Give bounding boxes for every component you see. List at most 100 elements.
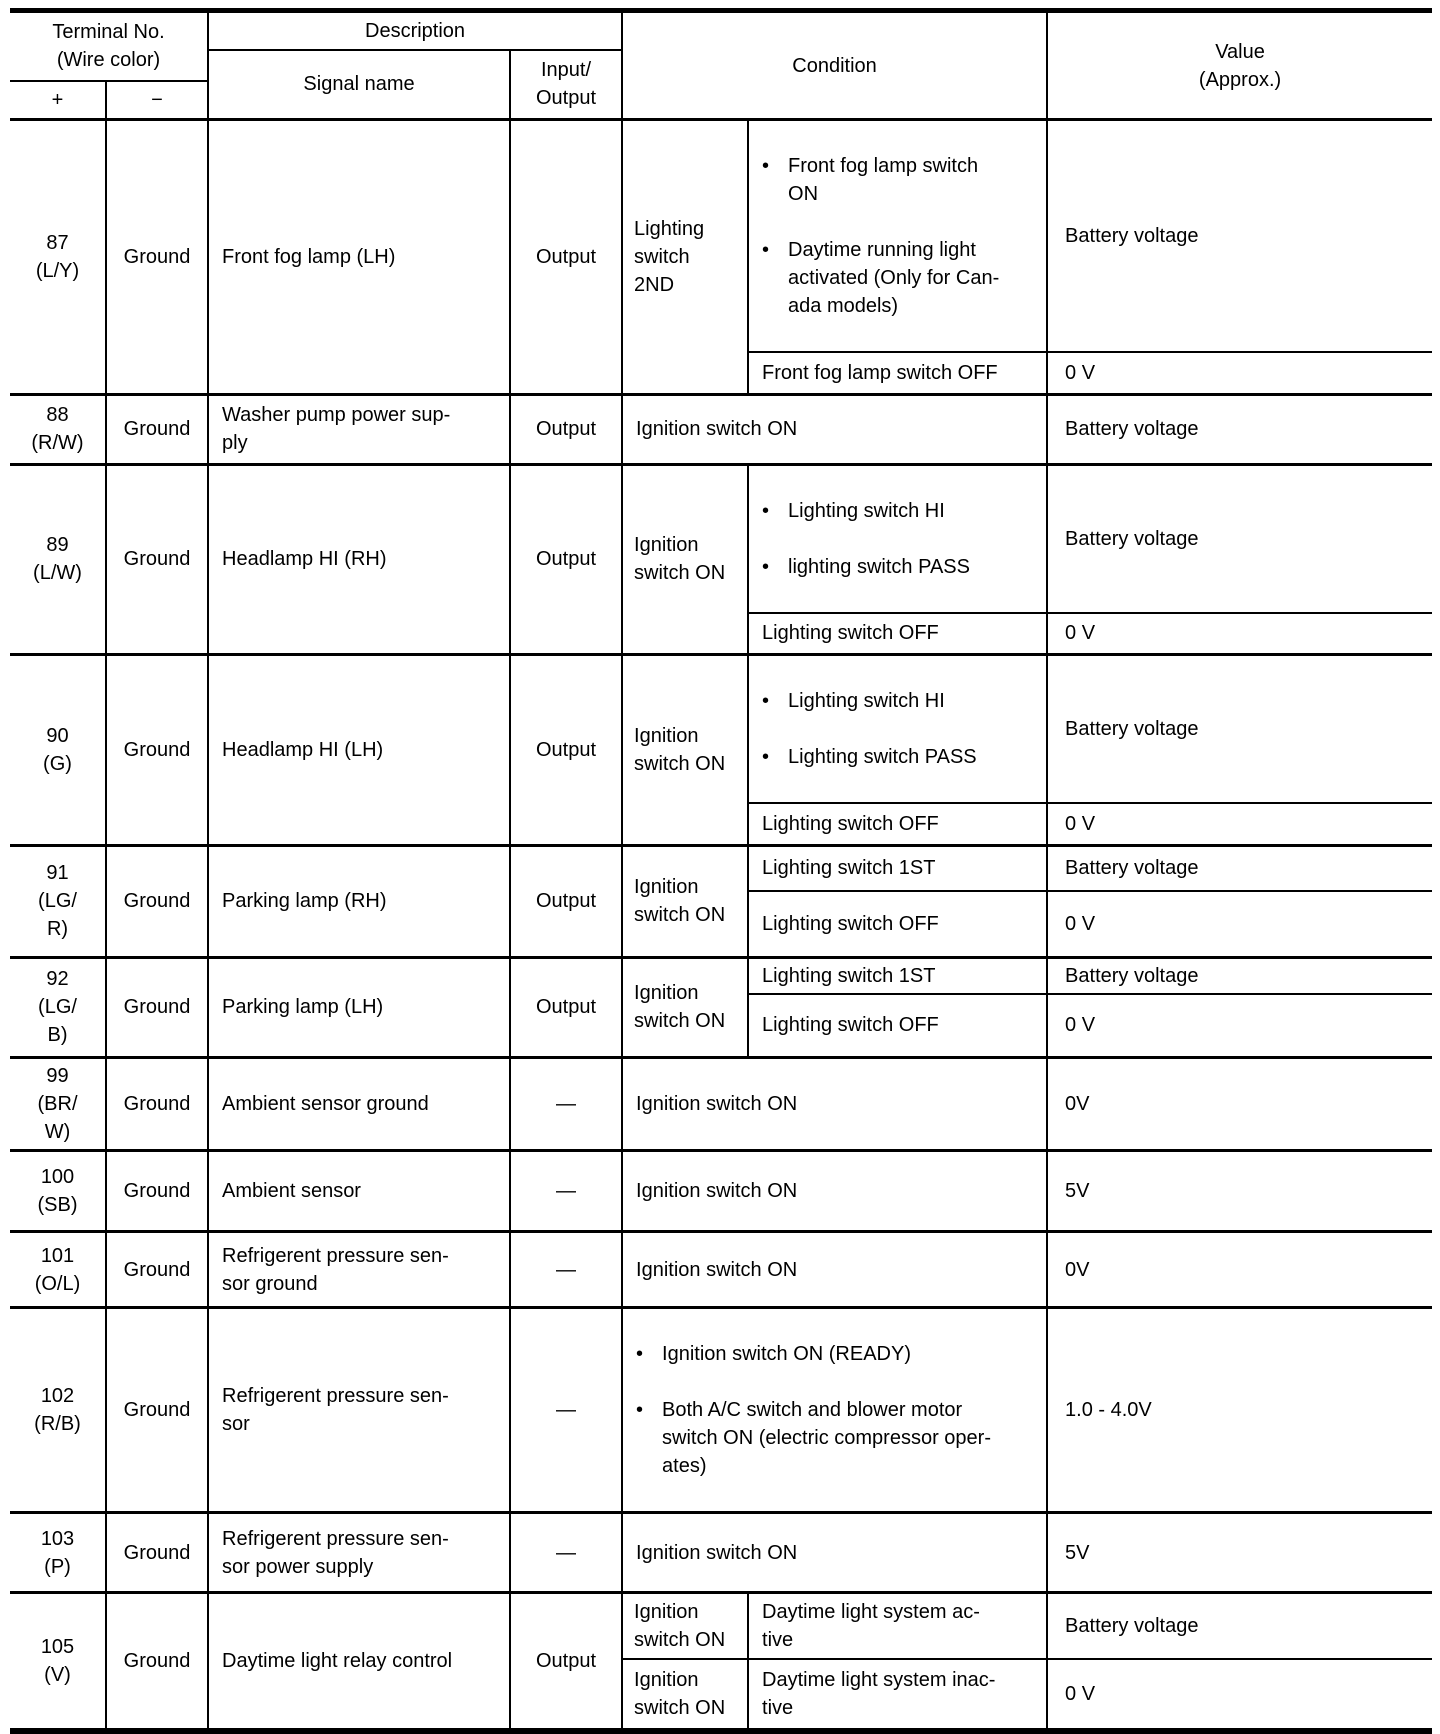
table-row: Lighting switch OFF 0 V [10,611,1433,656]
table-row: 103 (P) Ground Refrigerent pressure sen-… [10,1511,1433,1594]
header-row: Terminal No. (Wire color) Description Co… [10,9,1433,121]
bullet-marker: • [762,155,770,177]
signal-cell: Refrigerent pressure sen- sor power supp… [207,1511,512,1594]
bullet-marker: • [762,746,770,768]
condition-left-cell: Ignition switch ON [621,955,750,1059]
terminal-table: Terminal No. (Wire color) Description Co… [10,8,1433,1734]
condition-cell: • Lighting switch HI • lighting switch PAS… [747,462,1049,614]
bullet-item: • Daytime running light activated (Only f… [762,236,1038,320]
condition-cell: • Lighting switch HI • Lighting switch PAS… [747,653,1049,804]
ground-cell: Ground [104,1056,210,1152]
header-minus: − [104,79,210,121]
io-cell: — [509,1511,624,1594]
signal-cell: Headlamp HI (RH) [207,462,512,656]
value-cell: 0 V [1046,890,1433,958]
condition-left-cell: Ignition switch ON [621,843,750,958]
header-row: + − [10,79,1432,121]
condition-cell: Lighting switch OFF [747,992,1049,1059]
value-cell: Battery voltage [1046,955,1433,995]
condition-left-cell: Ignition switch ON [621,1591,750,1660]
bullet-marker: • [762,555,770,578]
table-row: 91 (LG/ R) Ground Parking lamp (RH) Outp… [10,843,1433,958]
table-row: 89 (L/W) Ground Headlamp HI (RH) Output … [10,462,1433,656]
bullet-item: • Lighting switch PASS [762,743,1038,771]
condition-left-cell: Lighting switch 2ND [621,118,750,395]
value-cell: Battery voltage [1046,843,1433,892]
bullet-marker: • [762,690,770,712]
signal-cell: Parking lamp (LH) [207,955,512,1059]
header-terminal: Terminal No. (Wire color) [10,9,210,82]
table-row: 87 (L/Y) Ground Front fog lamp (LH) Outp… [10,118,1433,395]
header-plus: + [10,79,107,121]
bullet-marker: • [636,1343,644,1365]
terminal-cell: 101 (O/L) [10,1230,107,1309]
condition-cell: Daytime light system inac- tive [747,1657,1049,1732]
header-input-output: Input/ Output [509,48,624,121]
table-row: 99 (BR/ W) Ground Ambient sensor ground … [10,1056,1433,1152]
value-cell: Battery voltage [1046,392,1433,465]
terminal-cell: 99 (BR/ W) [10,1056,107,1152]
terminal-cell: 105 (V) [10,1591,107,1732]
terminal-cell: 87 (L/Y) [10,118,107,395]
bullet-item: • Front fog lamp switch ON [762,152,1038,208]
bullet-text: Lighting switch HI [788,499,945,522]
io-cell: Output [509,118,624,395]
value-cell: 5V [1046,1149,1433,1233]
table-row: 88 (R/W) Ground Washer pump power sup- p… [10,392,1433,465]
header-signal-name: Signal name [207,48,512,121]
condition-cell: Ignition switch ON [621,1230,1049,1309]
value-cell: 0 V [1046,1657,1433,1732]
io-cell: — [509,1149,624,1233]
terminal-cell: 103 (P) [10,1511,107,1594]
condition-cell: Ignition switch ON [621,1056,1049,1152]
io-cell: — [509,1056,624,1152]
signal-cell: Daytime light relay control [207,1591,512,1732]
io-cell: Output [509,1591,624,1732]
table-row: Front fog lamp switch OFF 0 V [10,351,1433,395]
value-cell: 0 V [1046,992,1433,1059]
condition-cell: • Front fog lamp switch ON • Daytime runni… [747,118,1049,353]
io-cell: Output [509,653,624,846]
terminal-cell: 100 (SB) [10,1149,107,1233]
condition-left-cell: Ignition switch ON [621,1657,750,1732]
terminal-cell: 88 (R/W) [10,392,107,465]
table-row: Lighting switch OFF 0 V [10,890,1433,958]
table-row: 100 (SB) Ground Ambient sensor — Ignitio… [10,1149,1433,1233]
value-cell: 0 V [1046,351,1433,395]
signal-cell: Washer pump power sup- ply [207,392,512,465]
condition-left-cell: Ignition switch ON [621,462,750,656]
bullet-item: • Both A/C switch and blower motor switch… [636,1396,1038,1480]
table-row: 105 (V) Ground Daytime light relay contr… [10,1591,1433,1732]
signal-cell: Headlamp HI (LH) [207,653,512,846]
condition-cell: • Ignition switch ON (READY) • Both A/C sw… [621,1306,1049,1514]
header-value: Value (Approx.) [1046,9,1433,121]
bullet-text: Daytime running light activated (Only fo… [788,239,1000,317]
signal-cell: Refrigerent pressure sen- sor ground [207,1230,512,1309]
value-cell: Battery voltage [1046,653,1433,804]
value-cell: 0 V [1046,611,1433,656]
bullet-item: • Lighting switch HI [762,497,1038,525]
io-cell: Output [509,392,624,465]
value-cell: 0V [1046,1056,1433,1152]
table-row: 102 (R/B) Ground Refrigerent pressure se… [10,1306,1433,1514]
bullet-item: • Ignition switch ON (READY) [636,1340,1038,1368]
ground-cell: Ground [104,1591,210,1732]
ground-cell: Ground [104,955,210,1059]
condition-cell: Lighting switch OFF [747,802,1049,846]
header-condition: Condition [621,9,1049,121]
value-cell: Battery voltage [1046,118,1433,353]
bullet-item: • Lighting switch HI [762,687,1038,715]
header-description: Description [207,9,624,51]
signal-cell: Ambient sensor ground [207,1056,512,1152]
signal-cell: Ambient sensor [207,1149,512,1233]
ground-cell: Ground [104,462,210,656]
condition-cell: Front fog lamp switch OFF [747,351,1049,395]
value-cell: Battery voltage [1046,1591,1433,1660]
condition-cell: Lighting switch OFF [747,611,1049,656]
bullet-text: lighting switch PASS [788,555,970,578]
signal-cell: Refrigerent pressure sen- sor [207,1306,512,1514]
value-cell: 5V [1046,1511,1433,1594]
table-row: Lighting switch OFF 0 V [10,802,1433,846]
bullet-text: Lighting switch PASS [788,746,977,768]
bullet-text: Both A/C switch and blower motor switch … [662,1399,991,1477]
